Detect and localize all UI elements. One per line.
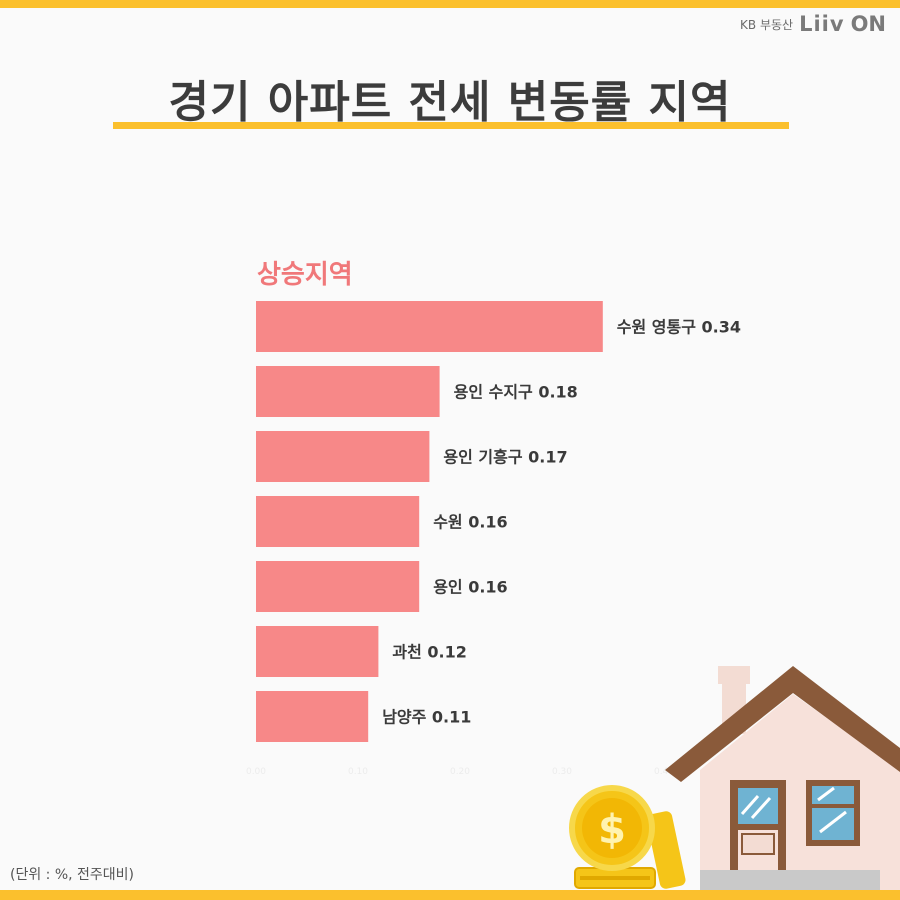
x-tick-label-3: 0.30: [552, 767, 572, 777]
bar-label-2: 용인 수지구 0.18: [454, 383, 578, 402]
bar-5: [256, 561, 420, 612]
top-frame-bar: [0, 0, 900, 8]
bar-3: [256, 431, 430, 482]
page-title: 경기 아파트 전세 변동률 지역: [168, 77, 732, 128]
x-tick-label-4: 0.40: [654, 767, 674, 777]
svg-text:$: $: [598, 807, 626, 853]
chart-subtitle: 상승지역: [257, 260, 353, 290]
x-tick-label-2: 0.20: [450, 767, 470, 777]
unit-note: (단위 : %, 전주대비): [10, 867, 135, 883]
brand-logo: KB 부동산 Liiv ON: [740, 12, 886, 36]
coins-icon: $: [569, 785, 686, 889]
brand-liiv-text: Liiv: [799, 12, 845, 36]
bar-label-1: 수원 영통구 0.34: [617, 318, 741, 337]
brand-on-text: ON: [850, 12, 886, 36]
bar-2: [256, 366, 440, 417]
bar-label-6: 과천 0.12: [392, 643, 467, 662]
bar-label-5: 용인 0.16: [433, 578, 508, 597]
brand-kb-text: KB 부동산: [740, 17, 794, 32]
bar-label-4: 수원 0.16: [433, 513, 508, 532]
x-tick-label-1: 0.10: [348, 767, 368, 777]
title-underline: [113, 122, 789, 129]
house-icon: [665, 666, 900, 890]
bar-7: [256, 691, 369, 742]
bar-6: [256, 626, 379, 677]
bar-4: [256, 496, 420, 547]
bar-1: [256, 301, 603, 352]
bar-label-3: 용인 기흥구 0.17: [443, 448, 567, 467]
x-tick-label-0: 0.00: [246, 767, 266, 777]
bottom-frame-bar: [0, 890, 900, 900]
bar-label-7: 남양주 0.11: [382, 708, 471, 727]
